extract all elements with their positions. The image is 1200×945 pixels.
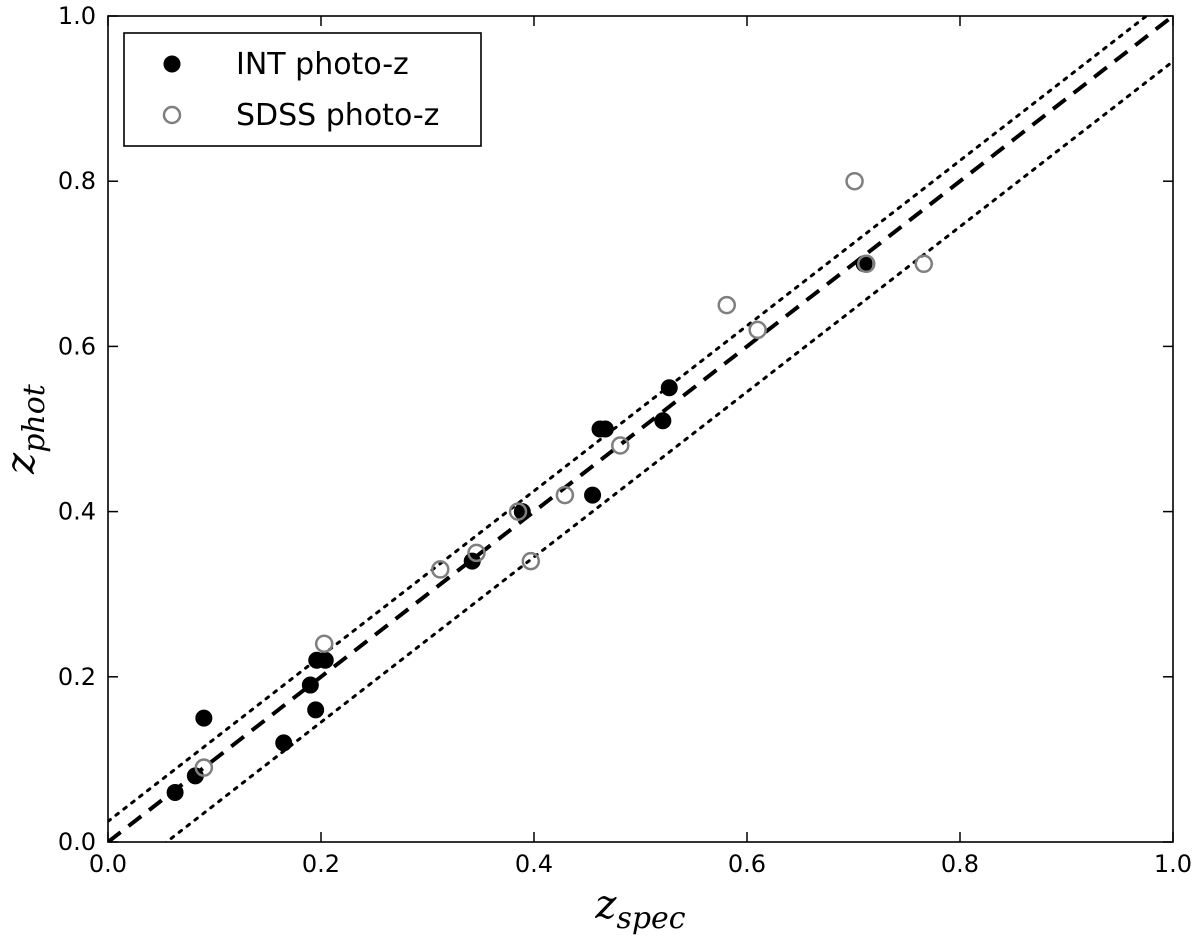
y-tick-label-3: 0.6 [58, 332, 96, 360]
x-tick-label-0: 0.0 [89, 850, 127, 878]
y-tick-label-0: 0.0 [58, 828, 96, 856]
x-axis-label: zspec [594, 882, 685, 936]
legend-label-sdss: SDSS photo-z [236, 98, 439, 133]
x-tick-label-3: 0.6 [728, 850, 766, 878]
sdss-point-6 [555, 485, 575, 505]
y-tick-label-5: 1.0 [58, 2, 96, 30]
int-point-14 [660, 379, 678, 397]
x-tick-label-4: 0.8 [941, 850, 979, 878]
y-tick-label-2: 0.4 [58, 498, 96, 526]
int-point-10 [584, 486, 602, 504]
sdss-point-8 [717, 295, 737, 315]
legend-box [123, 32, 482, 147]
legend-label-int: INT photo-z [236, 47, 409, 82]
y-tick-label-4: 0.8 [58, 167, 96, 195]
x-axis-label-main: z [594, 882, 617, 928]
scatter-bound-line-1 [108, 16, 1149, 823]
int-point-13 [654, 412, 672, 430]
sdss-point-12 [914, 254, 934, 274]
sdss-point-2 [431, 560, 450, 579]
x-axis-label-sub: spec [616, 901, 685, 936]
legend: INT photo-z SDSS photo-z [123, 32, 482, 147]
y-tick-label-1: 0.2 [58, 663, 96, 691]
y-axis-ticks: 0.0 0.2 0.4 0.6 0.8 1.0 [58, 2, 1173, 856]
legend-marker-sdss [162, 105, 182, 125]
int-point-7 [316, 651, 334, 669]
sdss-point-3 [467, 543, 486, 563]
legend-marker-int [163, 55, 181, 73]
x-axis-ticks: 0.0 0.2 0.4 0.6 0.8 1.0 [89, 16, 1192, 878]
int-point-2 [195, 709, 213, 727]
int-point-3 [275, 734, 293, 752]
data-points [166, 171, 934, 801]
x-tick-label-5: 1.0 [1154, 850, 1192, 878]
int-point-5 [307, 701, 325, 719]
plot-frame [107, 15, 1174, 843]
sdss-point-10 [845, 171, 864, 191]
y-axis-label-sub: phot [17, 383, 52, 453]
sdss-point-11 [857, 254, 876, 274]
x-tick-label-1: 0.2 [302, 850, 340, 878]
sdss-point-1 [314, 634, 334, 654]
int-point-4 [301, 676, 319, 694]
one-to-one-line-0 [108, 16, 1173, 842]
y-axis-label: zphot [0, 383, 52, 475]
sdss-point-9 [748, 320, 767, 340]
sdss-point-0 [194, 758, 214, 777]
reference-lines [108, 16, 1173, 842]
scatter-bound-line-2 [164, 59, 1173, 842]
x-tick-label-2: 0.4 [515, 850, 553, 878]
int-point-0 [166, 783, 184, 801]
sdss-point-5 [521, 551, 541, 571]
sdss-point-4 [508, 502, 528, 521]
int-point-12 [596, 420, 614, 438]
sdss-point-7 [611, 436, 630, 455]
y-axis-label-main: z [0, 452, 44, 475]
